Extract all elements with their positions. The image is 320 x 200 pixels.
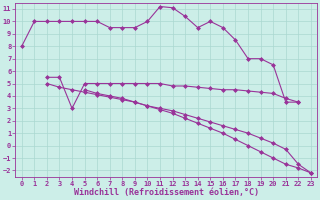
X-axis label: Windchill (Refroidissement éolien,°C): Windchill (Refroidissement éolien,°C) — [74, 188, 259, 197]
